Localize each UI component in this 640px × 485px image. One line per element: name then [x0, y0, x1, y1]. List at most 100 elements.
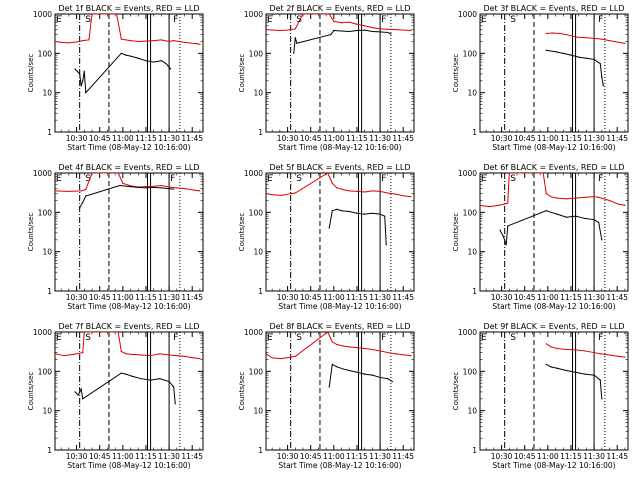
lld-data-point [608, 40, 611, 42]
lld-data-point [168, 354, 170, 356]
lld-data-point [387, 192, 389, 194]
series-group [545, 343, 626, 400]
lld-data-point [356, 190, 358, 193]
events-data-point [119, 184, 121, 187]
panel-title: Det 6f BLACK = Events, RED = LLD [483, 163, 624, 172]
lld-data-point [72, 353, 75, 355]
lld-data-point [183, 41, 186, 43]
x-tick-label: 11:15 [560, 134, 582, 143]
events-series-line [293, 29, 392, 54]
events-data-point [328, 227, 330, 229]
marker-label-E: E [481, 333, 487, 343]
lld-series-line [266, 332, 411, 360]
events-data-point [80, 85, 82, 87]
lld-data-point [193, 357, 195, 359]
lld-data-point [68, 190, 70, 193]
marker-label-F: F [381, 15, 386, 25]
panel-title: Det 3f BLACK = Events, RED = LLD [483, 4, 624, 13]
y-axis-label: Counts/sec [238, 213, 246, 252]
lld-data-point [497, 204, 500, 207]
events-data-point [82, 80, 84, 82]
events-data-point [342, 368, 344, 370]
x-axis-label: Start Time (08-May-12 10:16:00) [67, 302, 190, 311]
lld-data-point [176, 187, 178, 189]
events-data-point [131, 375, 133, 377]
lld-data-point [565, 348, 567, 351]
series-group [55, 14, 201, 94]
x-tick-label: 10:45 [514, 452, 536, 461]
x-tick-label: 11:30 [158, 293, 180, 302]
lld-data-point [140, 354, 142, 356]
lld-data-point [340, 22, 343, 24]
events-data-point [82, 398, 84, 400]
lld-data-point [364, 25, 366, 27]
lld-data-point [556, 197, 558, 199]
events-data-point [371, 374, 373, 376]
events-data-point [574, 215, 577, 217]
lld-data-point [599, 353, 601, 355]
y-tick-label: 10 [253, 248, 263, 257]
events-series-line [499, 210, 603, 245]
y-axis-label: Counts/sec [452, 213, 460, 252]
x-tick-label: 10:45 [89, 452, 111, 461]
x-tick-label: 10:45 [89, 134, 111, 143]
events-data-point [336, 208, 338, 210]
lld-data-point [145, 186, 147, 188]
events-data-point [356, 212, 358, 214]
lld-data-point [286, 29, 289, 31]
events-data-point [505, 244, 507, 246]
series-group [266, 173, 412, 246]
x-tick-label: 11:45 [392, 452, 414, 461]
lld-data-point [280, 194, 283, 196]
events-data-point [125, 54, 127, 56]
x-tick-label: 10:30 [277, 293, 299, 302]
lld-data-point [556, 347, 558, 350]
events-data-point [173, 386, 175, 388]
y-tick-label: 1000 [33, 328, 52, 337]
lld-data-point [551, 32, 554, 34]
lld-data-point [117, 173, 119, 174]
lld-data-point [584, 196, 586, 198]
series-group [480, 173, 626, 246]
lld-data-point [294, 192, 296, 194]
plot-frame [54, 172, 204, 292]
y-axis-label: Counts/sec [238, 372, 246, 411]
events-data-point [340, 30, 343, 32]
lld-data-point [168, 186, 170, 188]
events-data-point [598, 221, 600, 224]
events-data-point [601, 398, 603, 400]
y-axis-label: Counts/sec [27, 54, 35, 93]
y-tick-label: 1 [472, 446, 477, 455]
lld-series-line [546, 343, 625, 358]
x-tick-label: 11:15 [346, 134, 368, 143]
x-tick-label: 11:45 [606, 134, 628, 143]
lld-data-point [410, 355, 412, 357]
panel-title: Det 8f BLACK = Events, RED = LLD [269, 322, 410, 331]
events-data-point [584, 373, 586, 375]
panel-det-5: Det 5f BLACK = Events, RED = LLD 1 10 100 10… [238, 163, 415, 311]
lld-data-point [593, 351, 595, 354]
y-tick-label: 10 [253, 407, 263, 416]
lld-data-point [488, 205, 490, 208]
y-tick-label: 10 [42, 248, 52, 257]
y-axis-label: Counts/sec [452, 372, 460, 411]
marker-label-E: E [267, 15, 273, 25]
events-data-point [74, 68, 76, 70]
lld-data-point [559, 32, 561, 35]
x-tick-label: 11:15 [135, 134, 157, 143]
y-tick-label: 10 [42, 89, 52, 98]
marker-label-S: S [510, 174, 516, 184]
events-data-point [348, 210, 350, 213]
lld-data-point [348, 21, 350, 23]
y-tick-label: 10 [42, 407, 52, 416]
lld-data-point [160, 184, 162, 187]
lld-data-point [394, 353, 397, 355]
lld-data-point [266, 192, 267, 195]
y-axis-label: Counts/sec [238, 54, 246, 93]
lld-data-point [290, 192, 292, 195]
events-data-point [387, 31, 389, 34]
panel-title: Det 2f BLACK = Events, RED = LLD [269, 4, 410, 13]
events-data-point [385, 244, 387, 246]
events-data-point [160, 60, 162, 62]
lld-data-point [550, 196, 552, 198]
